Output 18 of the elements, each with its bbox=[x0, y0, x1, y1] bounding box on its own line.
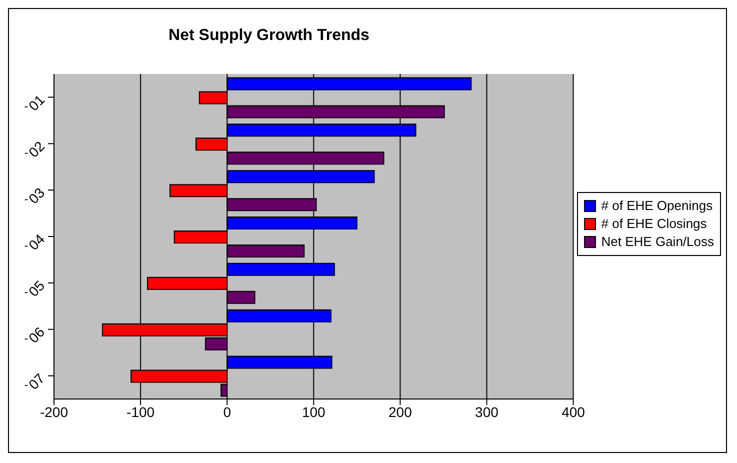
y-tick-label: `07 bbox=[22, 370, 48, 396]
y-tick-label: `06 bbox=[22, 324, 48, 350]
legend-label: Net EHE Gain/Loss bbox=[601, 233, 714, 251]
chart-title: Net Supply Growth Trends bbox=[168, 27, 370, 45]
legend-label: # of EHE Closings bbox=[601, 215, 707, 233]
x-tick-label: -100 bbox=[126, 404, 155, 420]
x-tick-label: 300 bbox=[475, 404, 499, 420]
x-tick-label: 100 bbox=[302, 404, 326, 420]
y-tick-label: `05 bbox=[22, 277, 48, 303]
x-tick-label: 200 bbox=[388, 404, 412, 420]
y-tick-label: `03 bbox=[22, 184, 48, 210]
y-tick-label: `01 bbox=[22, 91, 48, 118]
y-tick-label: `02 bbox=[22, 138, 48, 164]
legend-label: # of EHE Openings bbox=[601, 197, 713, 215]
x-tick-label: 0 bbox=[223, 404, 232, 420]
x-tick-label: -200 bbox=[40, 404, 68, 420]
y-tick-label: `04 bbox=[22, 230, 48, 256]
x-tick-label: 400 bbox=[562, 404, 586, 420]
